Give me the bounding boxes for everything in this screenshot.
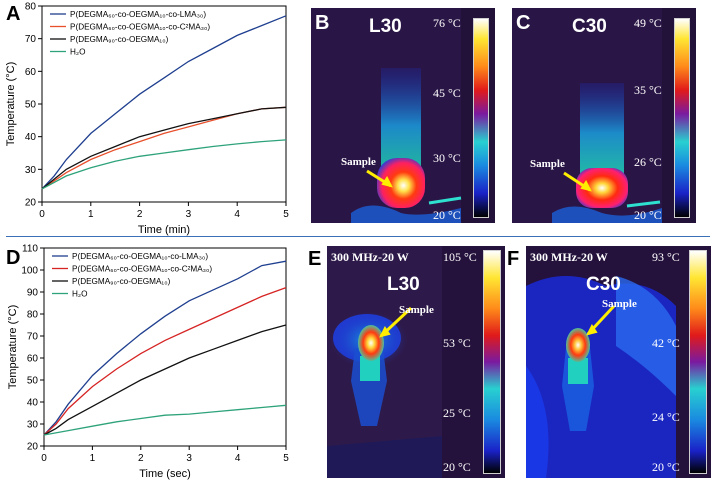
panel-label-e: E [308, 248, 322, 270]
chart-d-ytick-label: 100 [21, 266, 38, 277]
sample-label-c: Sample [530, 158, 565, 170]
panel-label-a: A [6, 3, 21, 25]
chart-a-xtick-label: 2 [137, 209, 143, 220]
panel-label-d: D [6, 247, 21, 269]
thermal-image-b: L30 B Sample 76 °C 45 °C 30 °C 20 °C [311, 8, 495, 223]
chart-a-xtick-label: 5 [283, 209, 289, 220]
chart-d-ytick-label: 90 [27, 288, 39, 299]
colorbar-e-label-2: 25 °C [443, 406, 471, 420]
colorbar-b-label-1: 45 °C [433, 86, 461, 100]
chart-a-ytick-label: 30 [25, 165, 37, 176]
chart-d-series-1 [43, 286, 287, 436]
colorbar-c-label-0: 49 °C [634, 16, 662, 30]
sample-label-e: Sample [399, 304, 434, 316]
chart-d-ytick-label: 110 [22, 244, 38, 255]
chart-d-xtick-label: 2 [138, 453, 144, 464]
colorbar-c-label-2: 26 °C [634, 155, 662, 169]
chart-a-series-1 [41, 106, 287, 190]
colorbar-f-label-2: 24 °C [652, 410, 680, 424]
chart-d-ytick-label: 20 [27, 442, 39, 453]
header-label-e: 300 MHz-20 W [331, 250, 409, 264]
chart-d: 0 1 2 3 4 5 20 30 40 50 60 70 80 90 100 110 Time (sec) Te… [7, 244, 289, 481]
colorbar-f-label-3: 20 °C [652, 460, 680, 474]
chart-a-xtick-label: 4 [234, 209, 240, 220]
chart-d-legend-label-2: P(DEGMA₉₀-co-OEGMA₁₀) [72, 277, 171, 286]
chart-d-xtick-label: 3 [186, 453, 192, 464]
thermal-image-f: 300 MHz-20 W C30 Sample 93 °C 42 °C 24 °… [526, 246, 711, 478]
chart-a-ytick-label: 70 [25, 34, 37, 45]
thermal-scene-f [526, 246, 711, 478]
colorbar-f-label-1: 42 °C [652, 336, 680, 350]
panel-label-c: C [516, 12, 531, 34]
colorbar-e [483, 250, 501, 474]
chart-a-ytick-label: 50 [25, 100, 37, 111]
chart-a-ytick-label: 60 [25, 67, 37, 78]
thermal-scene-e [327, 246, 505, 478]
chart-a: 0 1 2 3 4 5 20 30 40 50 60 70 80 Time (min) Temperatur… [5, 2, 289, 237]
chart-a-series-3 [41, 139, 287, 190]
panel-label-f: F [507, 248, 520, 270]
chart-a-legend-label-2: P(DEGMA₉₀-co-OEGMA₁₀) [70, 35, 169, 44]
thermal-scene-c [512, 8, 696, 223]
header-label-f: 300 MHz-20 W [530, 250, 608, 264]
chart-a-ytick-label: 40 [25, 132, 37, 143]
chart-a-xtick-label: 3 [186, 209, 192, 220]
chart-d-legend-label-0: P(DEGMA₆₀-co-OEGMA₁₀-co-LMA₃₀) [72, 252, 208, 261]
sample-label-f: Sample [602, 298, 637, 310]
colorbar-b [473, 18, 489, 218]
thermal-scene-b [311, 8, 495, 223]
colorbar-c-label-3: 20 °C [634, 208, 662, 222]
panel-label-b: B [315, 12, 330, 34]
chart-d-legend-label-1: P(DEGMA₆₀-co-OEGMA₁₀-co-C²MA₃₀) [72, 265, 212, 274]
thermal-title-b: L30 [369, 16, 402, 37]
chart-d-xlabel: Time (sec) [139, 468, 191, 480]
chart-d-xtick-label: 4 [235, 453, 241, 464]
colorbar-b-label-2: 30 °C [433, 151, 461, 165]
chart-d-ytick-label: 40 [27, 398, 39, 409]
chart-a-series-2 [41, 106, 287, 190]
chart-d-ytick-label: 80 [27, 310, 39, 321]
colorbar-f [689, 250, 707, 474]
chart-a-xlabel: Time (min) [138, 224, 190, 236]
colorbar-e-label-1: 53 °C [443, 336, 471, 350]
chart-d-legend-label-3: H₂O [72, 290, 87, 299]
colorbar-b-label-3: 20 °C [433, 208, 461, 222]
chart-d-series-3 [43, 404, 287, 436]
chart-a-legend-label-3: H₂O [70, 48, 85, 57]
chart-d-series-2 [43, 324, 287, 436]
thermal-title-f: C30 [586, 274, 621, 295]
chart-d-ylabel: Temperature (°C) [7, 305, 19, 389]
chart-a-legend-label-0: P(DEGMA₆₀-co-OEGMA₁₀-co-LMA₃₀) [70, 10, 206, 19]
thermal-image-c: C30 C Sample 49 °C 35 °C 26 °C 20 °C [512, 8, 696, 223]
chart-a-ytick-label: 20 [25, 198, 37, 209]
thermal-title-c: C30 [572, 16, 607, 37]
chart-d-ytick-label: 60 [27, 354, 39, 365]
colorbar-f-label-0: 93 °C [652, 250, 680, 264]
chart-d-ytick-label: 50 [27, 376, 39, 387]
chart-d-xtick-label: 0 [41, 453, 47, 464]
section-divider [6, 236, 710, 237]
colorbar-e-label-0: 105 °C [443, 250, 477, 264]
thermal-title-e: L30 [387, 274, 420, 295]
chart-d-series-0 [43, 260, 287, 436]
thermal-image-e: 300 MHz-20 W L30 Sample 105 °C 53 °C 25 … [327, 246, 505, 478]
chart-d-ytick-label: 30 [27, 420, 39, 431]
colorbar-b-label-0: 76 °C [433, 16, 461, 30]
chart-d-frame [43, 247, 287, 447]
chart-a-ytick-label: 80 [25, 2, 37, 13]
chart-a-ylabel: Temperature (°C) [5, 62, 17, 146]
chart-d-xtick-label: 5 [283, 453, 289, 464]
colorbar-c-label-1: 35 °C [634, 83, 662, 97]
chart-a-xtick-label: 0 [39, 209, 45, 220]
chart-a-xtick-label: 1 [88, 209, 94, 220]
chart-d-xtick-label: 1 [90, 453, 96, 464]
chart-a-legend-label-1: P(DEGMA₆₀-co-OEGMA₁₀-co-C²MA₃₀) [70, 23, 210, 32]
chart-a-series-0 [41, 15, 287, 190]
chart-d-ytick-label: 70 [27, 332, 39, 343]
colorbar-c [674, 18, 690, 218]
sample-label-b: Sample [341, 156, 376, 168]
colorbar-e-label-3: 20 °C [443, 460, 471, 474]
